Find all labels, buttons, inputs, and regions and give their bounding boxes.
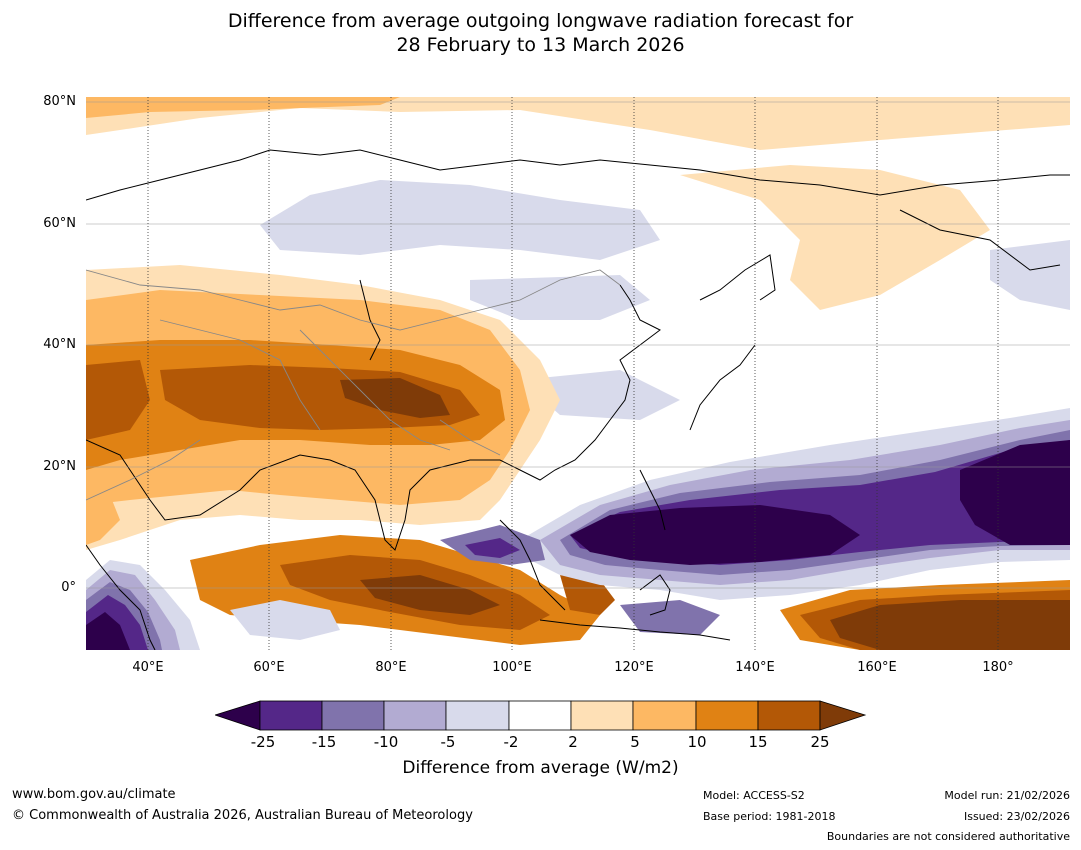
map-panel: 80°N 60°N 40°N 20°N 0° 40°E 60°E 80°E 10…	[43, 94, 1070, 675]
olr-anomaly-map	[86, 97, 1070, 650]
colorbar-tick: 25	[810, 733, 830, 751]
map-graticule	[86, 97, 1070, 650]
lat-label-0: 0°	[61, 580, 76, 595]
longitude-lines	[147, 97, 999, 650]
colorbar-tick: 5	[630, 733, 640, 751]
lon-label-140e: 140°E	[735, 660, 775, 675]
colorbar-tick: 15	[748, 733, 768, 751]
colorbar-max-extend	[819, 700, 867, 731]
map-title: Difference from average outgoing longwav…	[0, 9, 1081, 57]
lat-label-40n: 40°N	[43, 337, 76, 352]
country-borders	[86, 269, 621, 501]
colorbar-tick: -5	[440, 733, 456, 751]
model-run-date: Model run: 21/02/2026	[944, 789, 1070, 802]
copyright-text: © Commonwealth of Australia 2026, Austra…	[12, 808, 473, 823]
title-line-2: 28 February to 13 March 2026	[396, 34, 685, 56]
colorbar-tick: -2	[503, 733, 519, 751]
model-name: Model: ACCESS-S2	[703, 789, 805, 802]
issued-date: Issued: 23/02/2026	[963, 810, 1070, 823]
colorbar	[215, 700, 867, 731]
lon-label-180: 180°	[982, 660, 1014, 675]
colorbar-tick: -25	[250, 733, 276, 751]
base-period: Base period: 1981-2018	[703, 810, 836, 823]
colorbar-swatch-6	[570, 700, 634, 731]
colorbar-min-extend	[215, 700, 261, 731]
colorbar-swatch-4	[445, 700, 510, 731]
colorbar-swatch-2	[321, 700, 385, 731]
lon-label-40e: 40°E	[132, 660, 164, 675]
lon-label-100e: 100°E	[492, 660, 532, 675]
colorbar-swatch-7	[632, 700, 697, 731]
title-line-1: Difference from average outgoing longwav…	[227, 10, 854, 32]
coastlines	[86, 149, 1070, 650]
lat-label-60n: 60°N	[43, 216, 76, 231]
lat-label-80n: 80°N	[43, 94, 76, 109]
colorbar-swatch-1	[259, 700, 323, 731]
lon-label-160e: 160°E	[857, 660, 897, 675]
colorbar-tick: 10	[687, 733, 707, 751]
lon-label-80e: 80°E	[375, 660, 407, 675]
colorbar-tick: 2	[568, 733, 578, 751]
latitude-lines	[86, 101, 1070, 589]
lon-label-120e: 120°E	[614, 660, 654, 675]
colorbar-tick: -10	[373, 733, 399, 751]
colorbar-label: Difference from average (W/m2)	[402, 758, 679, 778]
colorbar-swatch-9	[757, 700, 821, 731]
anomaly-field	[86, 97, 1070, 650]
lat-label-20n: 20°N	[43, 459, 76, 474]
colorbar-swatch-3	[383, 700, 447, 731]
colorbar-tick: -15	[311, 733, 337, 751]
colorbar-swatch-5	[508, 700, 572, 731]
boundary-disclaimer: Boundaries are not considered authoritat…	[826, 830, 1070, 843]
lon-label-60e: 60°E	[253, 660, 285, 675]
colorbar-swatch-8	[695, 700, 759, 731]
website-link[interactable]: www.bom.gov.au/climate	[12, 787, 176, 802]
